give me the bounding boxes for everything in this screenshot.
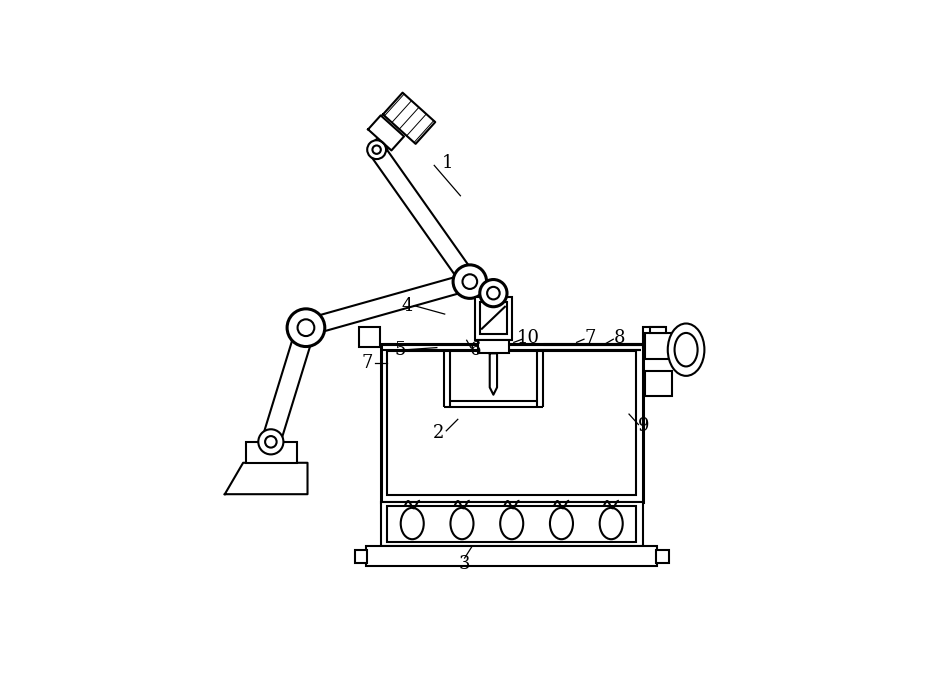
Circle shape	[372, 146, 380, 154]
Bar	[380, 502, 642, 546]
Bar	[655, 550, 668, 563]
Bar	[354, 550, 367, 563]
Text: 7: 7	[361, 354, 372, 372]
Text: 5: 5	[394, 341, 406, 358]
Bar	[650, 326, 665, 333]
Circle shape	[479, 279, 507, 307]
Bar	[477, 340, 509, 354]
Polygon shape	[489, 354, 496, 394]
Bar	[359, 327, 380, 347]
Ellipse shape	[450, 508, 473, 539]
Text: 2: 2	[432, 424, 444, 443]
Circle shape	[486, 287, 499, 299]
Circle shape	[258, 429, 283, 454]
Bar	[387, 351, 636, 495]
Ellipse shape	[499, 508, 522, 539]
Polygon shape	[382, 92, 435, 144]
Ellipse shape	[549, 508, 573, 539]
Circle shape	[264, 436, 277, 447]
Text: 6: 6	[469, 341, 481, 358]
Text: 8: 8	[613, 329, 625, 347]
Text: 7: 7	[584, 329, 595, 347]
Ellipse shape	[674, 333, 697, 367]
Text: 9: 9	[638, 417, 649, 435]
Text: 1: 1	[441, 154, 453, 172]
Ellipse shape	[599, 508, 622, 539]
Polygon shape	[367, 116, 404, 150]
Polygon shape	[225, 463, 307, 494]
Bar	[645, 333, 672, 359]
Circle shape	[287, 309, 325, 347]
Bar	[479, 301, 507, 334]
Bar	[642, 327, 664, 347]
Circle shape	[453, 265, 486, 299]
Bar	[387, 506, 636, 543]
Circle shape	[297, 320, 314, 336]
Ellipse shape	[667, 324, 703, 376]
Circle shape	[462, 274, 477, 289]
Bar	[246, 442, 297, 463]
Bar	[645, 371, 672, 396]
Text: 4: 4	[401, 296, 412, 315]
Text: 10: 10	[516, 329, 539, 347]
Bar	[366, 546, 657, 566]
Ellipse shape	[400, 508, 423, 539]
Text: 3: 3	[458, 556, 470, 573]
Bar	[380, 345, 642, 502]
Circle shape	[367, 140, 386, 159]
Bar	[474, 297, 511, 340]
